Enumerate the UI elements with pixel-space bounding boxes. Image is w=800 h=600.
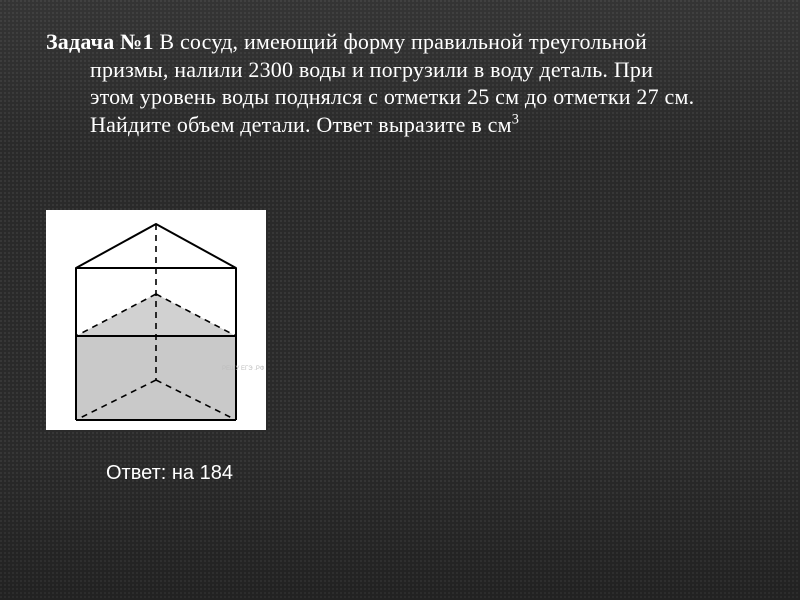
problem-line2: призмы, налили 2300 воды и погрузили в в… [90,56,754,84]
problem-line3: этом уровень воды поднялся с отметки 25 … [90,83,754,111]
problem-label: Задача №1 [46,29,154,54]
prism-svg: РЕШУ ЕГЭ .РФ [46,210,266,430]
problem-line4-sup: 3 [512,111,519,127]
problem-line4: Найдите объем детали. Ответ выразите в с… [90,111,754,139]
problem-line4a: Найдите объем детали. Ответ выразите в с… [90,112,512,137]
figure-watermark: РЕШУ ЕГЭ .РФ [222,366,265,372]
prism-figure: РЕШУ ЕГЭ .РФ [46,210,266,430]
answer-value: 184 [200,462,233,484]
problem-text: Задача №1 В сосуд, имеющий форму правиль… [46,28,754,138]
problem-line1: В сосуд, имеющий форму правильной треуго… [154,29,647,54]
answer-prefix: Ответ: на [106,462,200,484]
slide: Задача №1 В сосуд, имеющий форму правиль… [0,0,800,600]
answer-text: Ответ: на 184 [106,462,233,485]
problem-indented: призмы, налили 2300 воды и погрузили в в… [46,56,754,139]
